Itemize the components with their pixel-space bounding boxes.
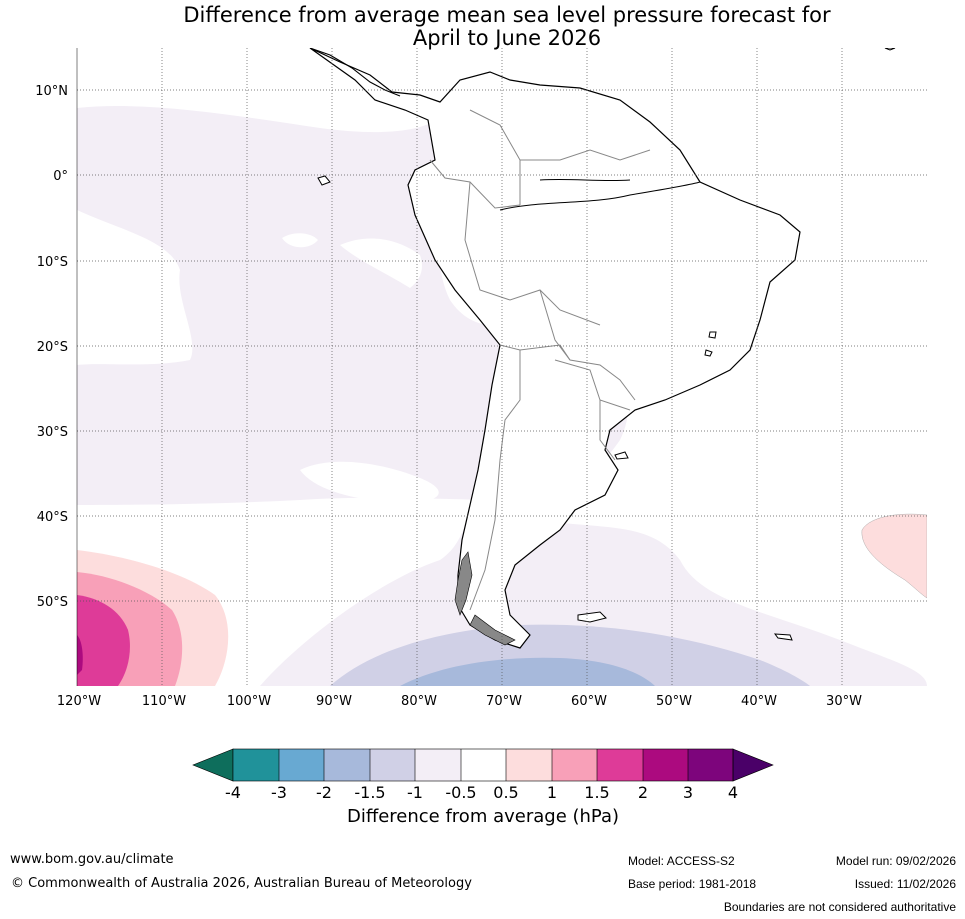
- colorbar-segment: [415, 749, 461, 781]
- lon-tick: 110°W: [142, 694, 186, 709]
- lat-tick: 10°N: [35, 84, 68, 99]
- website-link[interactable]: www.bom.gov.au/climate: [10, 852, 174, 867]
- lon-tick: 70°W: [486, 694, 522, 709]
- shade-blue-south: [400, 657, 655, 686]
- colorbar: -4 -3 -2 -1.5 -1 -0.5 0.5 1 1.5 2 3 4: [192, 748, 774, 802]
- rivers: [499, 178, 701, 211]
- colorbar-segment: [233, 749, 279, 781]
- colorbar-segment: [461, 749, 506, 781]
- colorbar-segment: [279, 749, 324, 781]
- colorbar-segment: [552, 749, 597, 781]
- gridlines: [77, 48, 927, 686]
- shade-purple-sw: [77, 635, 83, 675]
- colorbar-tick: -4: [225, 783, 241, 802]
- disclaimer-text: Boundaries are not considered authoritat…: [723, 900, 956, 914]
- colorbar-segment: [506, 749, 552, 781]
- colorbar-tick: 4: [728, 783, 738, 802]
- central-america-coast: [309, 48, 401, 97]
- shade-white-hole-4: [300, 461, 439, 502]
- colorbar-segment: [688, 749, 733, 781]
- colorbar-tick: -0.5: [445, 783, 476, 802]
- lat-tick: 50°S: [37, 595, 68, 610]
- title-line-1: Difference from average mean sea level p…: [183, 3, 831, 27]
- colorbar-tick: 3: [683, 783, 693, 802]
- colorbar-tick: -2: [316, 783, 332, 802]
- country-borders: [429, 109, 651, 611]
- lon-tick: 100°W: [227, 694, 271, 709]
- colorbar-tick: -1: [407, 783, 423, 802]
- lon-tick: 50°W: [656, 694, 692, 709]
- colorbar-left-arrow: [192, 748, 234, 782]
- shade-white-hole-3: [340, 238, 422, 288]
- lon-tick: 120°W: [57, 694, 101, 709]
- shade-white-hole-2: [282, 233, 318, 248]
- issued-text: Issued: 11/02/2026: [854, 877, 956, 891]
- colorbar-segment: [370, 749, 415, 781]
- model-run-text: Model run: 09/02/2026: [835, 854, 956, 868]
- shade-white-hole-1: [77, 210, 193, 365]
- lat-tick: 10°S: [37, 255, 68, 270]
- lon-tick: 30°W: [826, 694, 862, 709]
- copyright-text: © Commonwealth of Australia 2026, Austra…: [11, 876, 472, 891]
- lat-tick: 20°S: [37, 340, 68, 355]
- south-america-landmass: [309, 48, 801, 649]
- latitude-labels: 10°N 0° 10°S 20°S 30°S 40°S 50°S: [35, 84, 68, 610]
- islands: [317, 48, 896, 641]
- colorbar-right-arrow: [732, 748, 774, 782]
- lon-tick: 40°W: [741, 694, 777, 709]
- shade-pink-light-east: [861, 513, 927, 599]
- lat-tick: 40°S: [37, 510, 68, 525]
- chilean-fjords: [454, 551, 516, 646]
- colorbar-tick: 1: [547, 783, 557, 802]
- lon-tick: 90°W: [316, 694, 352, 709]
- colorbar-label: Difference from average (hPa): [346, 806, 620, 827]
- shade-lavender-pacific: [77, 106, 586, 505]
- shade-magenta-sw: [77, 595, 130, 686]
- shade-lavender-south: [260, 328, 927, 686]
- map-area: [77, 48, 927, 686]
- colorbar-tick: 0.5: [493, 783, 518, 802]
- colorbar-segment: [597, 749, 643, 781]
- lon-tick: 80°W: [401, 694, 437, 709]
- lon-tick: 60°W: [571, 694, 607, 709]
- base-period-text: Base period: 1981-2018: [628, 877, 757, 891]
- title-line-2: April to June 2026: [412, 26, 602, 50]
- colorbar-tick: -1.5: [354, 783, 385, 802]
- lat-tick: 0°: [53, 169, 68, 184]
- model-text: Model: ACCESS-S2: [628, 854, 735, 868]
- colorbar-segment: [643, 749, 688, 781]
- colorbar-segment: [324, 749, 370, 781]
- colorbar-tick: 2: [638, 783, 648, 802]
- longitude-labels: 120°W 110°W 100°W 90°W 80°W 70°W 60°W 50…: [57, 694, 862, 709]
- chart-title: Difference from average mean sea level p…: [0, 4, 965, 50]
- colorbar-tick: -3: [271, 783, 287, 802]
- lat-tick: 30°S: [37, 425, 68, 440]
- colorbar-tick: 1.5: [584, 783, 609, 802]
